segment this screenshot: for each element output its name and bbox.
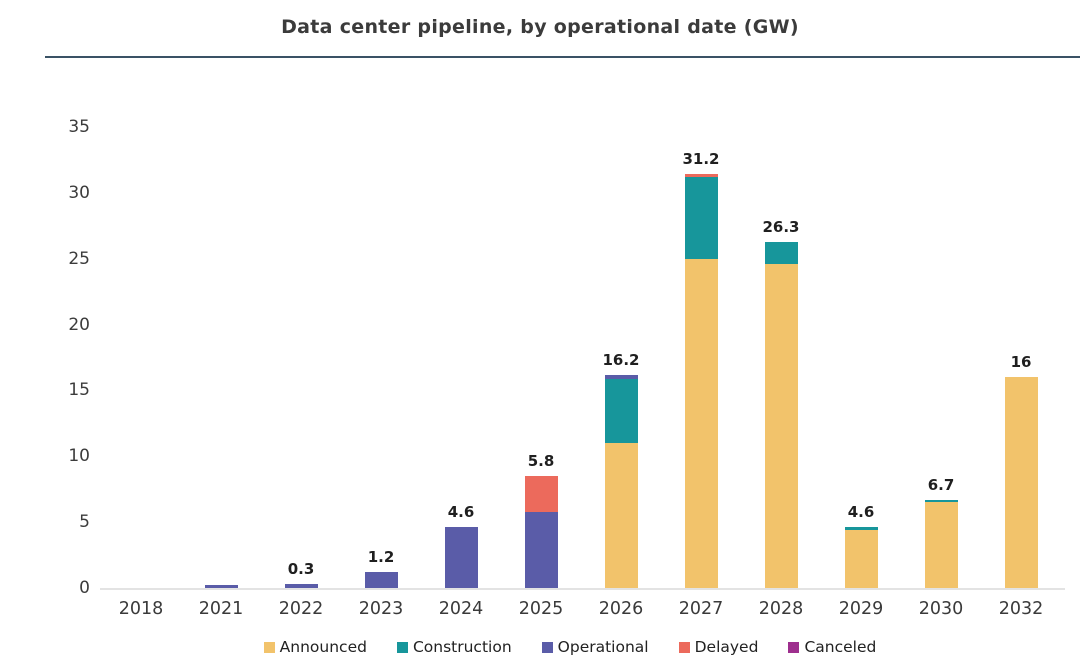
legend-swatch-icon (541, 641, 553, 653)
segment-operational (524, 511, 558, 588)
y-tick-label: 30 (68, 182, 90, 203)
bar-2028: 26.3 (762, 127, 800, 588)
y-tick-label: 20 (68, 314, 90, 335)
segment-announced (1004, 377, 1038, 588)
segment-construction (844, 527, 878, 531)
segment-announced (844, 530, 878, 588)
legend-label: Canceled (804, 638, 877, 656)
title-underline-rule (45, 56, 1080, 58)
bar-value-label: 0.3 (287, 560, 315, 579)
bar-2021 (204, 127, 238, 588)
segment-construction (924, 499, 958, 503)
segment-operational (444, 527, 478, 588)
bar-2022: 0.3 (284, 127, 318, 588)
segment-operational (364, 572, 398, 588)
legend-item-operational: Operational (541, 638, 649, 656)
segment-construction (684, 177, 718, 259)
legend-label: Operational (557, 638, 649, 656)
x-tick-label: 2022 (278, 599, 324, 619)
y-tick-label: 10 (68, 446, 90, 467)
bar-value-label: 6.7 (927, 475, 955, 494)
legend-label: Announced (279, 638, 367, 656)
bar-value-label: 31.2 (682, 150, 720, 169)
chart-legend: Announced Construction Operational Delayed C… (60, 638, 1080, 656)
x-tick-label: 2027 (678, 599, 724, 619)
segment-construction (604, 378, 638, 444)
bar-value-label: 26.3 (762, 217, 800, 236)
legend-swatch-icon (396, 641, 408, 653)
x-tick-label: 2032 (998, 599, 1044, 619)
x-tick-label: 2029 (838, 599, 884, 619)
bar-2032: 16 (1004, 127, 1038, 588)
bar-value-label: 16 (1010, 353, 1032, 372)
bar-2026: 16.2 (602, 127, 640, 588)
x-tick-label: 2026 (598, 599, 644, 619)
segment-announced (684, 258, 718, 588)
bar-2030: 6.7 (924, 127, 958, 588)
x-tick-label: 2030 (918, 599, 964, 619)
bar-2023: 1.2 (364, 127, 398, 588)
segment-operational (284, 584, 318, 588)
bar-2029: 4.6 (844, 127, 878, 588)
x-tick-label: 2025 (518, 599, 564, 619)
segment-announced (764, 263, 798, 588)
legend-item-canceled: Canceled (788, 638, 876, 656)
segment-announced (604, 443, 638, 588)
bar-2018 (125, 127, 158, 588)
y-tick-label: 5 (79, 512, 90, 533)
y-tick-label: 25 (68, 248, 90, 269)
bar-value-label: 16.2 (602, 350, 640, 369)
legend-swatch-icon (263, 641, 275, 653)
segment-announced (924, 502, 958, 588)
bar-value-label: 5.8 (527, 452, 555, 471)
segment-delayed (524, 476, 558, 512)
y-tick-label: 0 (79, 578, 90, 598)
x-tick-label: 2028 (758, 599, 804, 619)
segment-delayed (684, 174, 718, 178)
bar-value-label: 4.6 (847, 503, 875, 522)
x-tick-label: 2018 (118, 599, 164, 619)
legend-label: Construction (412, 638, 512, 656)
legend-swatch-icon (788, 641, 800, 653)
legend-swatch-icon (678, 641, 690, 653)
bar-value-label: 1.2 (367, 548, 395, 567)
bar-2025: 5.8 (524, 127, 558, 588)
x-tick-label: 2021 (198, 599, 244, 619)
legend-label: Delayed (694, 638, 759, 656)
legend-item-delayed: Delayed (678, 638, 759, 656)
bar-2027: 31.2 (682, 127, 720, 588)
x-axis-baseline (100, 588, 1065, 590)
legend-item-construction: Construction (396, 638, 512, 656)
bar-value-label: 4.6 (447, 503, 475, 522)
y-tick-label: 35 (68, 117, 90, 137)
segment-operational (604, 374, 638, 379)
y-tick-label: 15 (68, 380, 90, 401)
segment-construction (764, 241, 798, 264)
x-tick-label: 2024 (438, 599, 484, 619)
segment-operational (204, 585, 238, 588)
bar-2024: 4.6 (444, 127, 478, 588)
legend-item-announced: Announced (263, 638, 367, 656)
x-tick-label: 2023 (358, 599, 404, 619)
chart-title: Data center pipeline, by operational dat… (281, 16, 799, 38)
